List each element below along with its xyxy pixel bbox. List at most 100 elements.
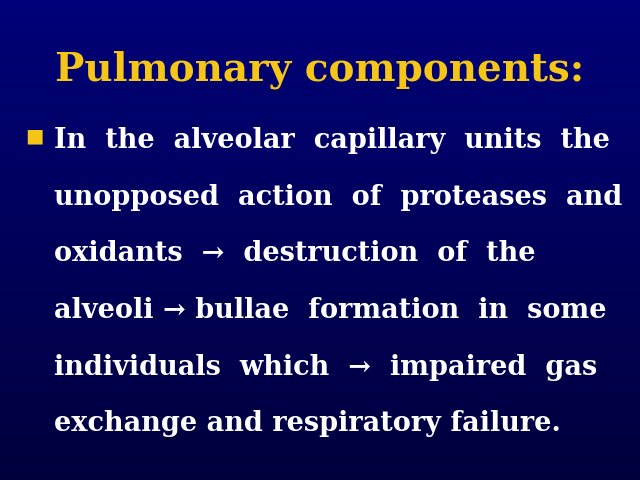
Bar (0, 36, 640, 38)
Bar (0, 103, 640, 106)
Bar (0, 86, 640, 89)
Bar (0, 427, 640, 430)
Bar (0, 422, 640, 425)
Bar (0, 194, 640, 197)
Bar (0, 173, 640, 175)
Bar (0, 324, 640, 326)
Bar (0, 439, 640, 442)
Bar (0, 94, 640, 96)
Bar (0, 398, 640, 401)
Bar (0, 247, 640, 250)
Bar (0, 137, 640, 139)
Bar (0, 391, 640, 394)
Bar (0, 326, 640, 329)
Bar (0, 77, 640, 79)
Bar (0, 379, 640, 382)
Bar (0, 216, 640, 218)
Bar (0, 211, 640, 214)
Bar (0, 74, 640, 77)
Bar (0, 468, 640, 470)
Bar (0, 230, 640, 233)
Bar (0, 458, 640, 461)
Bar (0, 470, 640, 473)
Bar (0, 451, 640, 454)
Bar (0, 396, 640, 398)
Bar (0, 120, 640, 122)
Bar (0, 475, 640, 478)
Bar (0, 58, 640, 60)
Bar (0, 266, 640, 269)
Bar (0, 154, 640, 156)
Bar (0, 125, 640, 127)
Bar (0, 204, 640, 206)
Bar (0, 178, 640, 180)
Bar (0, 113, 640, 115)
Bar (0, 2, 640, 5)
Bar (0, 79, 640, 82)
Bar (0, 336, 640, 338)
Bar (0, 242, 640, 245)
Bar (0, 473, 640, 475)
Bar (0, 101, 640, 103)
Bar (0, 72, 640, 74)
Bar (0, 300, 640, 302)
Bar (0, 60, 640, 62)
Bar (0, 158, 640, 161)
Bar (0, 134, 640, 137)
Bar (0, 310, 640, 312)
Bar (0, 350, 640, 353)
Bar (0, 91, 640, 94)
Bar (0, 252, 640, 254)
Bar (0, 31, 640, 34)
Bar (0, 185, 640, 187)
Bar (0, 442, 640, 444)
Bar (0, 454, 640, 456)
Bar (0, 130, 640, 132)
Bar (0, 382, 640, 384)
Bar (0, 343, 640, 346)
Bar (0, 314, 640, 317)
Bar (0, 156, 640, 158)
Bar (0, 235, 640, 238)
Bar (0, 281, 640, 283)
Bar (0, 53, 640, 55)
Bar (0, 418, 640, 420)
Bar (0, 233, 640, 235)
Bar (0, 132, 640, 134)
Bar (0, 367, 640, 370)
Bar (0, 151, 640, 154)
Bar (0, 437, 640, 439)
Bar (0, 22, 640, 24)
Bar (0, 408, 640, 410)
Bar (0, 202, 640, 204)
Bar (0, 406, 640, 408)
Bar (0, 62, 640, 65)
Bar (0, 262, 640, 264)
Bar (0, 456, 640, 458)
Bar (0, 358, 640, 360)
Bar (0, 374, 640, 377)
Bar (0, 386, 640, 389)
Bar (0, 199, 640, 202)
Bar (0, 41, 640, 43)
Bar (0, 182, 640, 185)
Bar (0, 43, 640, 46)
Bar (0, 307, 640, 310)
Bar (0, 302, 640, 305)
Bar (0, 46, 640, 48)
Bar (0, 394, 640, 396)
Bar (0, 346, 640, 348)
Bar (0, 187, 640, 190)
Bar (0, 312, 640, 314)
Bar (0, 259, 640, 262)
Bar (0, 82, 640, 84)
Bar (0, 444, 640, 446)
Bar (0, 161, 640, 163)
Bar (0, 67, 640, 70)
Bar (0, 329, 640, 331)
Bar (0, 238, 640, 240)
Text: unopposed  action  of  proteases  and: unopposed action of proteases and (54, 184, 623, 211)
Bar (0, 478, 640, 480)
Bar (0, 106, 640, 108)
Text: individuals  which  →  impaired  gas: individuals which → impaired gas (54, 354, 598, 381)
